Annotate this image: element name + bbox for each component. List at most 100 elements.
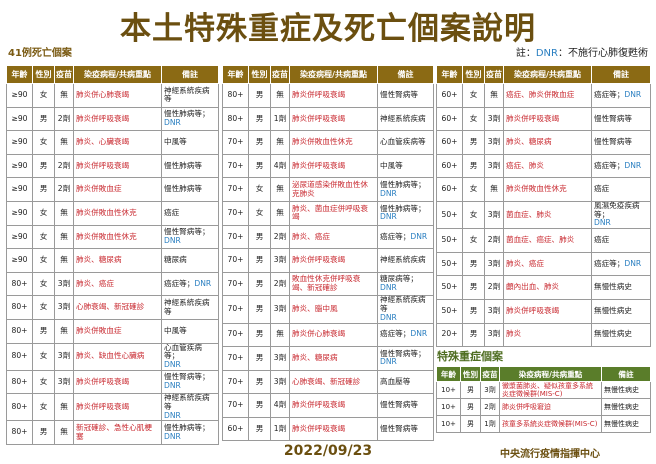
cell-course: 肺炎、心臟衰竭 (73, 130, 162, 155)
table-row: 20+ 男 3劑 肺炎 無慢性病史 (436, 322, 651, 348)
header-row: 年齡 性別 疫苗 染疫病程/共病重點 備註 (436, 366, 651, 382)
cell-age: 70+ (222, 130, 249, 155)
header-sex: 性別 (32, 65, 55, 84)
remark-text: 慢性肺病等； (380, 203, 426, 213)
cell-remark: 神經系統疾病等 DNR (377, 295, 434, 324)
cell-sex: 男 (248, 224, 271, 250)
cell-vaccine: 2劑 (270, 271, 290, 297)
header-age: 年齡 (6, 65, 33, 84)
report-date: 2022/09/23 (283, 443, 373, 459)
cell-vaccine: 無 (484, 177, 504, 202)
cell-course: 肺炎併呼吸衰竭 (289, 153, 378, 179)
header-sex: 性別 (248, 65, 271, 84)
cell-course: 肺炎併呼吸窘迫 (499, 398, 602, 417)
table-row: 50+ 女 2劑 菌血症、癌症、肺炎 癌症 (436, 228, 651, 253)
cell-course: 肺炎、腦中風 (289, 295, 378, 324)
cell-remark: 慢性肺病等 (161, 177, 219, 202)
table-row: 80+ 女無肺炎併呼吸衰竭 神經系統疾病等 DNR (6, 393, 219, 422)
cell-age: 10+ (436, 415, 461, 434)
cell-sex: 男 (462, 130, 485, 155)
remark-text: 中風等 (380, 160, 403, 170)
cell-course: 肺炎併呼吸衰竭 (289, 106, 378, 132)
table-row: 80+ 男無肺炎併呼吸衰竭 慢性腎病等 (222, 83, 434, 108)
cell-vaccine: 4劑 (270, 153, 290, 179)
cell-course: 肺炎併呼吸衰竭 (289, 416, 378, 442)
cell-remark: 慢性腎病等；DNR (161, 369, 219, 395)
table-row: 70+ 男 4劑 肺炎併呼吸衰竭 慢性腎病等 (222, 393, 434, 418)
cell-sex: 女 (462, 200, 485, 230)
header-vaccine: 疫苗 (54, 65, 74, 84)
table-row: 70+ 女無泌尿道感染併敗血性休克肺炎 慢性肺病等；DNR (222, 177, 434, 202)
remark-text: 無慢性病史 (594, 282, 632, 292)
table-row: ≥90 男 2劑 肺炎併敗血症 慢性肺病等 (6, 177, 219, 202)
remark-text: 慢性腎病等 (380, 89, 418, 99)
table-row: 80+ 女 3劑 肺炎併呼吸衰竭 慢性腎病等；DNR (6, 369, 219, 395)
table-row: 70+ 男 3劑 肺炎併呼吸衰竭 神經系統疾病 (222, 248, 434, 273)
cell-course: 孩童多系統炎症徵候群(MIS-C) (499, 415, 602, 434)
table-row: 80+ 女 3劑 肺炎、缺血性心臟病 心血管疾病等； DNR (6, 342, 219, 371)
cell-age: 60+ (436, 83, 463, 108)
cell-remark: 癌症等；DNR (591, 251, 651, 277)
cell-course: 敗血性休克併呼吸衰竭、新冠確診 (289, 271, 378, 297)
table-row: 80+ 女 3劑 肺炎、癌症 癌症等；DNR (6, 271, 219, 297)
cell-sex: 男 (248, 393, 271, 418)
cell-vaccine: 3劑 (484, 322, 504, 348)
organization-name: 中央流行疫情指揮中心 (500, 449, 600, 460)
cell-age: 70+ (222, 393, 249, 418)
cell-sex: 女 (32, 295, 55, 320)
table-row: 80+ 男無肺炎併敗血症 中風等 (6, 318, 219, 344)
cell-vaccine: 3劑 (270, 346, 290, 371)
cell-remark: 慢性腎病等 (591, 130, 651, 155)
cell-age: 70+ (222, 177, 249, 202)
dnr-tag: DNR (380, 212, 397, 222)
remark-text: 慢性肺病等； (164, 109, 210, 119)
cell-vaccine: 3劑 (54, 271, 74, 297)
cell-sex: 男 (462, 275, 485, 300)
cell-remark: 癌症等；DNR (161, 271, 219, 297)
header-course: 染疫病程/共病重點 (499, 366, 602, 382)
special-cases-title: 特殊重症個案 (437, 350, 503, 363)
cell-sex: 男 (248, 346, 271, 371)
remark-text: 無慢性病史 (594, 305, 632, 315)
header-age: 年齡 (436, 65, 463, 84)
remark-text: 無慢性病史 (594, 329, 632, 339)
cell-course: 肺炎併呼吸衰竭 (289, 83, 378, 108)
dnr-tag: DNR (380, 283, 397, 293)
cell-vaccine: 4劑 (270, 393, 290, 418)
cell-sex: 男 (462, 251, 485, 277)
cell-vaccine: 無 (54, 200, 74, 226)
dnr-tag: DNR (380, 312, 397, 322)
remark-text: 中風等 (164, 137, 187, 147)
cell-course: 肺炎併呼吸衰竭 (73, 369, 162, 395)
cell-sex: 女 (32, 248, 55, 273)
cell-vaccine: 無 (484, 83, 504, 108)
note-text: ：不施行心肺復甦術 (558, 48, 648, 59)
table-row: 10+ 男 1劑 孩童多系統炎症徵候群(MIS-C) 無慢性病史 (436, 415, 651, 434)
remark-text: 糖尿病 (164, 255, 187, 265)
remark-text: 慢性腎病等 (594, 113, 632, 123)
cell-sex: 男 (248, 322, 271, 348)
cell-remark: 慢性肺病等；DNR (161, 420, 219, 446)
cell-course: 肺炎併呼吸衰竭 (73, 153, 162, 179)
table-row: 60+ 男 3劑 癌症、肺炎 癌症等；DNR (436, 153, 651, 179)
cell-sex: 男 (248, 271, 271, 297)
table-row: 70+ 男 4劑 肺炎併呼吸衰竭 中風等 (222, 153, 434, 179)
cell-sex: 男 (248, 416, 271, 442)
remark-text: 神經系統疾病等 (164, 393, 210, 411)
cell-remark: 慢性腎病等；DNR (161, 224, 219, 250)
cell-sex: 男 (248, 248, 271, 273)
header-row: 年齡 性別 疫苗 染疫病程/共病重點 備註 (436, 65, 651, 84)
table-row: ≥90 女無肺炎併敗血性休克 慢性腎病等；DNR (6, 224, 219, 250)
cell-age: ≥90 (6, 83, 33, 108)
cell-age: 60+ (436, 106, 463, 132)
table-row: 70+ 男 3劑 肺炎、腦中風 神經系統疾病等 DNR (222, 295, 434, 324)
cell-course: 心肺衰竭、新冠確診 (73, 295, 162, 320)
cell-remark: 無慢性病史 (591, 275, 651, 300)
remark-text: 癌症等； (594, 160, 625, 170)
cell-course: 肺炎併敗血性休克 (73, 200, 162, 226)
cell-course: 肺炎、癌症 (503, 251, 592, 277)
header-remark: 備註 (377, 65, 434, 84)
cell-age: ≥90 (6, 106, 33, 132)
cell-sex: 男 (460, 380, 481, 400)
cell-course: 新冠確診、急性心肌梗塞 (73, 420, 162, 446)
